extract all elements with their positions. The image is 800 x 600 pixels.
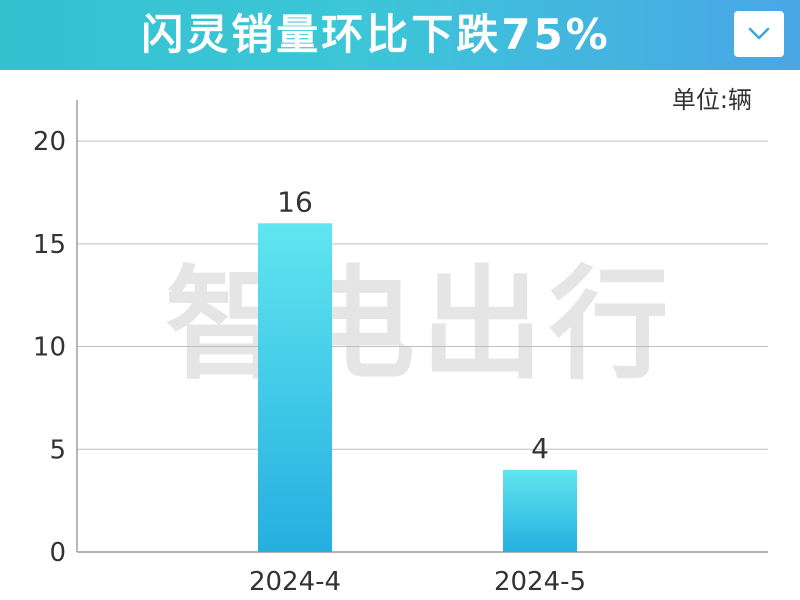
- watermark-text: 智电出行: [165, 255, 665, 385]
- x-tick-label: 2024-4: [249, 567, 341, 597]
- y-tick-label: 15: [33, 230, 66, 260]
- y-tick-label: 20: [33, 127, 66, 157]
- title-banner: 闪灵销量环比下跌75%: [0, 0, 800, 70]
- bar: [258, 223, 332, 553]
- bar: [503, 469, 577, 552]
- unit-label: 单位:辆: [671, 86, 752, 114]
- x-tick-label: 2024-5: [494, 567, 586, 597]
- dropdown-button[interactable]: [734, 11, 784, 57]
- y-tick-label: 0: [49, 538, 66, 568]
- watermark: 智电出行: [165, 255, 665, 385]
- y-tick-label: 5: [49, 435, 66, 465]
- chevron-down-icon: [748, 27, 770, 40]
- data-label: 16: [277, 185, 313, 218]
- y-tick-label: 10: [33, 333, 66, 363]
- data-label: 4: [531, 432, 549, 465]
- page-title: 闪灵销量环比下跌75%: [141, 10, 611, 59]
